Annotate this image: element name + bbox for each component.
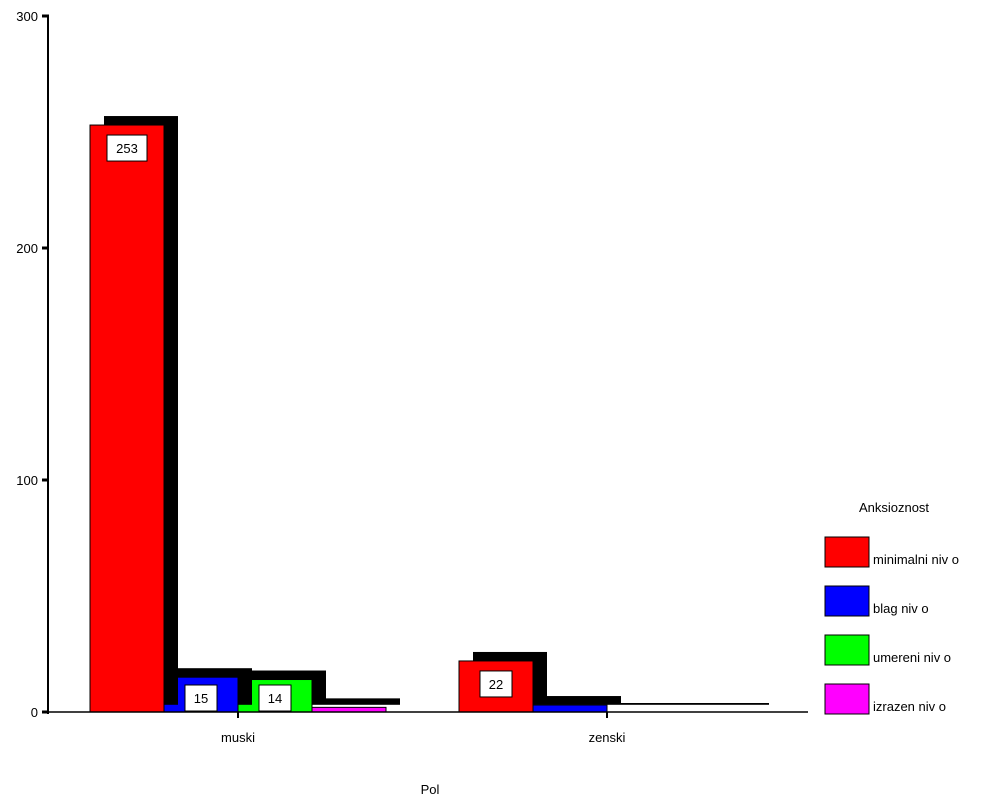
data-label: 253	[116, 141, 138, 156]
x-axis-title: Pol	[421, 782, 440, 797]
data-label-box	[106, 134, 148, 162]
x-tick-label: muski	[221, 730, 255, 745]
legend-title: Anksioznost	[859, 500, 929, 515]
data-label: 22	[489, 677, 503, 692]
bars-layer	[89, 116, 769, 713]
y-tick-label: 100	[16, 473, 38, 488]
data-label-box	[184, 684, 218, 712]
axes-layer: 0 100 200 300 muski zenski	[16, 9, 808, 745]
legend-swatch	[824, 634, 870, 666]
y-tick-label: 0	[31, 705, 38, 720]
legend-swatch	[824, 536, 870, 568]
data-label: 14	[268, 691, 282, 706]
data-labels-layer: 253 15 14 22	[106, 134, 513, 712]
legend-label: blag niv o	[873, 601, 929, 616]
legend-label: izrazen niv o	[873, 699, 946, 714]
data-label: 15	[194, 691, 208, 706]
legend-swatch	[824, 585, 870, 617]
bar-shadow	[547, 696, 621, 705]
data-label-box	[258, 684, 292, 712]
legend-label: umereni niv o	[873, 650, 951, 665]
bar-shadow	[621, 703, 695, 705]
bar-shadow	[326, 698, 400, 705]
bar-shadow	[695, 703, 769, 705]
legend: Anksioznost minimalni niv o blag niv o ume…	[824, 500, 959, 715]
y-tick-label: 200	[16, 241, 38, 256]
legend-swatch	[824, 683, 870, 715]
bar	[532, 704, 608, 713]
data-label-box	[479, 670, 513, 698]
y-tick-label: 300	[16, 9, 38, 24]
bar	[89, 124, 165, 713]
x-tick-label: zenski	[589, 730, 626, 745]
legend-label: minimalni niv o	[873, 552, 959, 567]
